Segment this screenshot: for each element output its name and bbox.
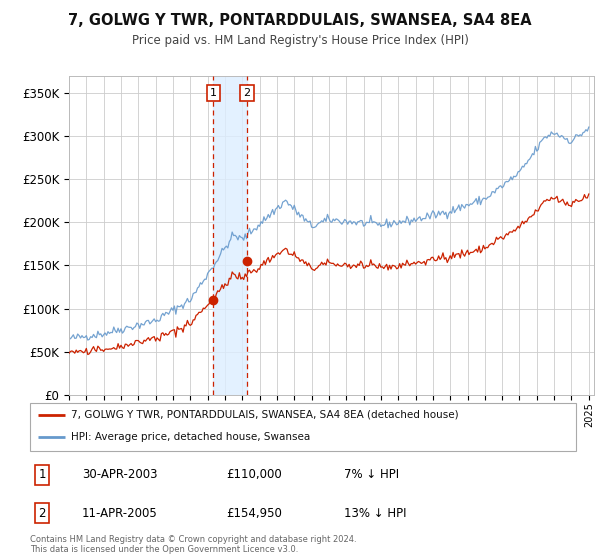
FancyBboxPatch shape: [30, 403, 576, 451]
Text: 1: 1: [210, 88, 217, 98]
Text: £154,950: £154,950: [227, 507, 283, 520]
Text: Contains HM Land Registry data © Crown copyright and database right 2024.
This d: Contains HM Land Registry data © Crown c…: [30, 535, 356, 554]
Text: 30-APR-2003: 30-APR-2003: [82, 468, 157, 481]
Text: 1: 1: [38, 468, 46, 481]
Text: HPI: Average price, detached house, Swansea: HPI: Average price, detached house, Swan…: [71, 432, 310, 442]
Text: £110,000: £110,000: [227, 468, 283, 481]
Text: Price paid vs. HM Land Registry's House Price Index (HPI): Price paid vs. HM Land Registry's House …: [131, 34, 469, 46]
Text: 7, GOLWG Y TWR, PONTARDDULAIS, SWANSEA, SA4 8EA (detached house): 7, GOLWG Y TWR, PONTARDDULAIS, SWANSEA, …: [71, 409, 458, 419]
Text: 7% ↓ HPI: 7% ↓ HPI: [344, 468, 399, 481]
Bar: [214, 76, 247, 395]
Text: 2: 2: [38, 507, 46, 520]
Text: 13% ↓ HPI: 13% ↓ HPI: [344, 507, 406, 520]
Text: 11-APR-2005: 11-APR-2005: [82, 507, 158, 520]
Text: 2: 2: [244, 88, 251, 98]
Text: 7, GOLWG Y TWR, PONTARDDULAIS, SWANSEA, SA4 8EA: 7, GOLWG Y TWR, PONTARDDULAIS, SWANSEA, …: [68, 13, 532, 28]
